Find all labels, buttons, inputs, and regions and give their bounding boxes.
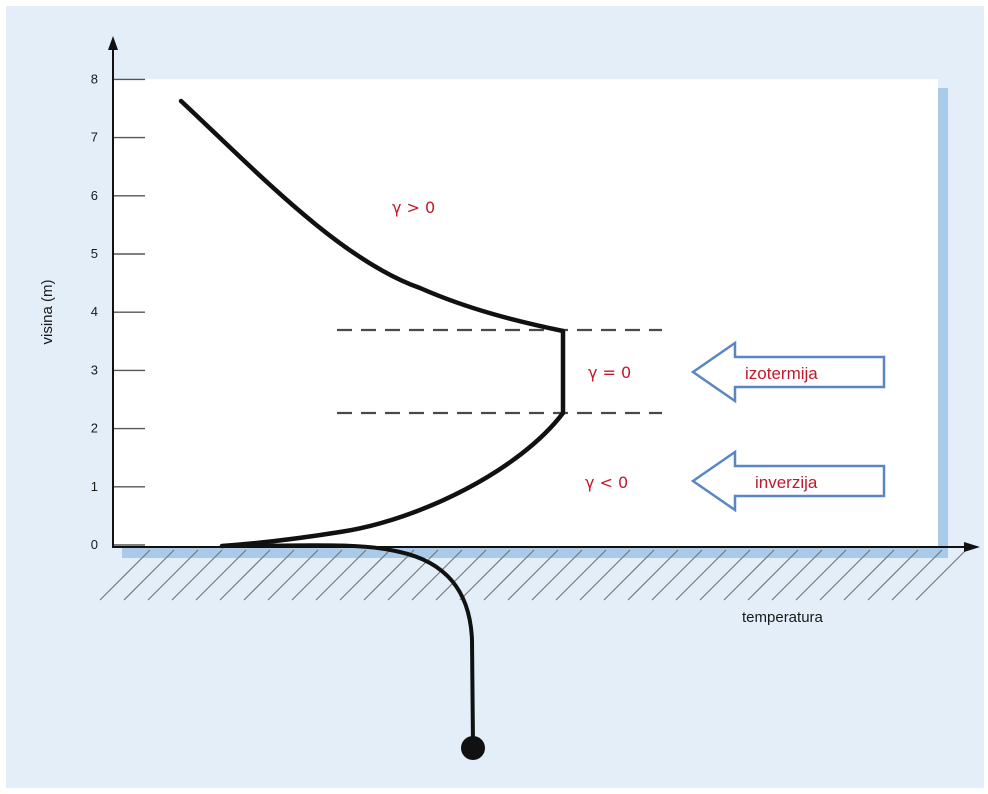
inversion-region-label: γ < 0 [585,473,628,492]
hatch-line [723,549,775,601]
y-axis-label: visina (m) [39,279,56,344]
hatch-line [699,549,751,601]
hatch-line [435,549,487,601]
hatch-line [819,549,871,601]
hatch-line [651,549,703,601]
x-axis-label: temperatura [742,609,824,626]
y-tick-label: 4 [91,304,98,319]
x-axis-arrowhead [964,542,980,552]
hatch-line [843,549,895,601]
hatch-line [747,549,799,601]
hatch-line [315,549,367,601]
hatch-line [339,549,391,601]
hatch-line [459,549,511,601]
y-tick-label: 3 [91,362,98,377]
inversion-arrow: inverzija [690,449,886,513]
isothermal-arrow: izotermija [690,340,886,404]
y-tick-label: 1 [91,479,98,494]
hatch-line [915,549,967,601]
hatch-line [99,549,151,601]
hatch-line [555,549,607,601]
isothermal-arrow-label: izotermija [745,364,818,383]
inversion-arrow-shape [690,449,886,513]
hatch-line [891,549,943,601]
y-tick-label: 8 [91,71,98,86]
y-axis-arrowhead [108,36,118,50]
hatch-line [771,549,823,601]
ground-hatching [99,549,967,601]
hatch-line [867,549,919,601]
hatch-line [243,549,295,601]
hatch-line [603,549,655,601]
y-axis [108,36,118,548]
hatch-line [123,549,175,601]
y-tick-label: 6 [91,188,98,203]
hatch-line [387,549,439,601]
hatch-line [195,549,247,601]
hatch-line [147,549,199,601]
upper-region-label: γ > 0 [392,198,435,217]
hatch-line [627,549,679,601]
temperature-profile-curve [178,98,566,549]
hatch-line [483,549,535,601]
thermometer-stem [220,543,475,747]
y-tick-label: 5 [91,246,98,261]
hatch-line [579,549,631,601]
hatch-line [675,549,727,601]
y-tick-label: 7 [91,130,98,145]
hatch-line [531,549,583,601]
hatch-line [171,549,223,601]
isothermal-arrow-shape [690,340,886,404]
isothermal-region-label: γ = 0 [588,363,631,382]
inversion-arrow-label: inverzija [755,473,818,492]
y-axis-ticks: 0 1 2 3 4 5 6 7 8 [91,71,145,552]
hatch-line [291,549,343,601]
hatch-line [795,549,847,601]
hatch-line [219,549,271,601]
hatch-line [411,549,463,601]
y-tick-label: 0 [91,537,98,552]
y-tick-label: 2 [91,421,98,436]
hatch-line [267,549,319,601]
hatch-line [507,549,559,601]
hatch-line [363,549,415,601]
thermometer-bulb [461,736,485,760]
